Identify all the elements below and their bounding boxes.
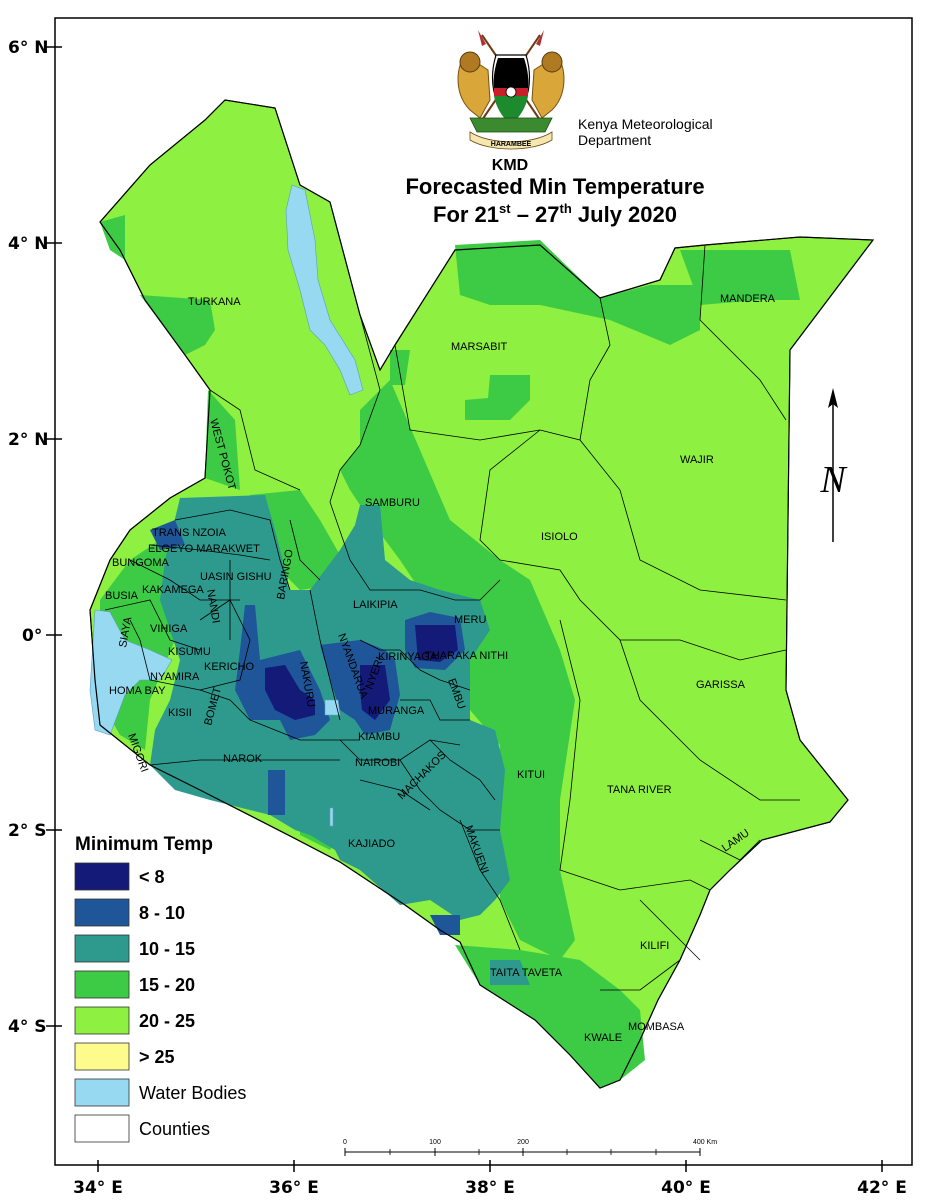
- county-label: KITUI: [517, 769, 545, 781]
- county-label: BUNGOMA: [112, 557, 170, 569]
- county-label: TRANS NZOIA: [152, 527, 227, 539]
- county-label: WAJIR: [680, 454, 714, 466]
- county-label: ELGEYO MARAKWET: [148, 543, 260, 555]
- county-label: NYAMIRA: [150, 671, 200, 683]
- kenya-outline: [89, 99, 875, 1089]
- legend-swatch: [74, 934, 130, 963]
- scale-bar: 0 100 200 400 Km: [343, 1139, 717, 1156]
- agency-name-line1: Kenya Meteorological: [578, 116, 713, 132]
- county-label: VIHIGA: [150, 623, 188, 635]
- county-label: MURANGA: [368, 705, 425, 717]
- county-label: SAMBURU: [365, 497, 420, 509]
- scale-label: 400 Km: [693, 1139, 717, 1146]
- county-label: GARISSA: [696, 679, 746, 691]
- agency-name-line2: Department: [578, 132, 651, 148]
- map-frame: [54, 17, 913, 1166]
- lat-tick-label: 2° N: [8, 430, 48, 450]
- county-label: LAIKIPIA: [353, 599, 398, 611]
- county-label: MARSABIT: [451, 341, 508, 353]
- county-label: KISII: [168, 707, 192, 719]
- legend-swatch: [74, 898, 130, 927]
- county-label: TURKANA: [188, 296, 241, 308]
- lat-tick-label: 4° S: [8, 1017, 47, 1037]
- county-label: ISIOLO: [541, 531, 578, 543]
- county-label: KAJIADO: [348, 838, 396, 850]
- county-label: TAITA TAVETA: [490, 967, 563, 979]
- county-label: MANDERA: [720, 293, 776, 305]
- county-label: MERU: [454, 614, 486, 626]
- county-label: KERICHO: [204, 661, 255, 673]
- lon-tick-label: 34° E: [73, 1178, 123, 1198]
- legend-swatch: [74, 1042, 130, 1071]
- lon-tick-label: 40° E: [661, 1178, 711, 1198]
- zone-below-8: [265, 625, 458, 720]
- county-label: KIAMBU: [358, 731, 400, 743]
- seal-motto: HARAMBEE: [491, 141, 532, 148]
- county-label: MOMBASA: [628, 1021, 685, 1033]
- legend-label: 10 - 15: [139, 939, 195, 959]
- scale-label: 200: [517, 1139, 529, 1146]
- coat-of-arms-icon: HARAMBEE: [457, 30, 565, 150]
- county-label: KWALE: [584, 1032, 622, 1044]
- legend-swatch: [74, 1006, 130, 1035]
- county-label: BUSIA: [105, 590, 139, 602]
- lon-tick-label: 42° E: [857, 1178, 907, 1198]
- legend-label: < 8: [139, 867, 165, 887]
- map-title: Forecasted Min Temperature: [405, 174, 704, 199]
- legend-label: 8 - 10: [139, 903, 185, 923]
- scale-label: 0: [343, 1139, 347, 1146]
- legend-title: Minimum Temp: [75, 834, 213, 855]
- longitude-axis: [97, 1160, 883, 1172]
- legend-label: Water Bodies: [139, 1083, 246, 1103]
- county-label: KILIFI: [640, 940, 669, 952]
- legend-label: > 25: [139, 1047, 175, 1067]
- north-arrow-icon: N: [819, 388, 848, 542]
- legend-swatch: [74, 970, 130, 999]
- lon-tick-label: 38° E: [465, 1178, 515, 1198]
- lat-tick-label: 4° N: [8, 234, 48, 254]
- legend: Minimum Temp < 8 8 - 10 10 - 15 15 - 20 20 -…: [74, 834, 246, 1143]
- county-label: NAIROBI: [355, 757, 400, 769]
- county-label: KAKAMEGA: [142, 584, 204, 596]
- county-label: KIRINYAGA: [378, 651, 438, 663]
- county-label: HOMA BAY: [109, 685, 166, 697]
- county-boundaries: [104, 244, 800, 991]
- lat-tick-label: 2° S: [8, 821, 47, 841]
- county-label: TANA RIVER: [607, 784, 672, 796]
- legend-label: 20 - 25: [139, 1011, 195, 1031]
- county-label: THARAKA NITHI: [425, 650, 508, 662]
- north-arrow-label: N: [819, 459, 848, 501]
- county-label: SIAYA: [117, 615, 134, 648]
- legend-label: 15 - 20: [139, 975, 195, 995]
- map-subtitle: For 21st – 27th July 2020: [433, 201, 677, 227]
- county-label: NANDI: [204, 588, 222, 624]
- legend-swatch: [74, 1078, 130, 1107]
- legend-swatch: [74, 862, 130, 891]
- legend-swatch: [74, 1114, 130, 1143]
- scale-label: 100: [429, 1139, 441, 1146]
- lat-tick-label: 0°: [22, 626, 42, 646]
- county-label: KISUMU: [168, 646, 211, 658]
- lon-tick-label: 36° E: [269, 1178, 319, 1198]
- county-label: NAROK: [223, 753, 263, 765]
- legend-label: Counties: [139, 1119, 210, 1139]
- lat-tick-label: 6° N: [8, 38, 48, 58]
- latitude-axis: [46, 46, 62, 1027]
- agency-acronym: KMD: [492, 157, 528, 174]
- county-label: UASIN GISHU: [200, 571, 272, 583]
